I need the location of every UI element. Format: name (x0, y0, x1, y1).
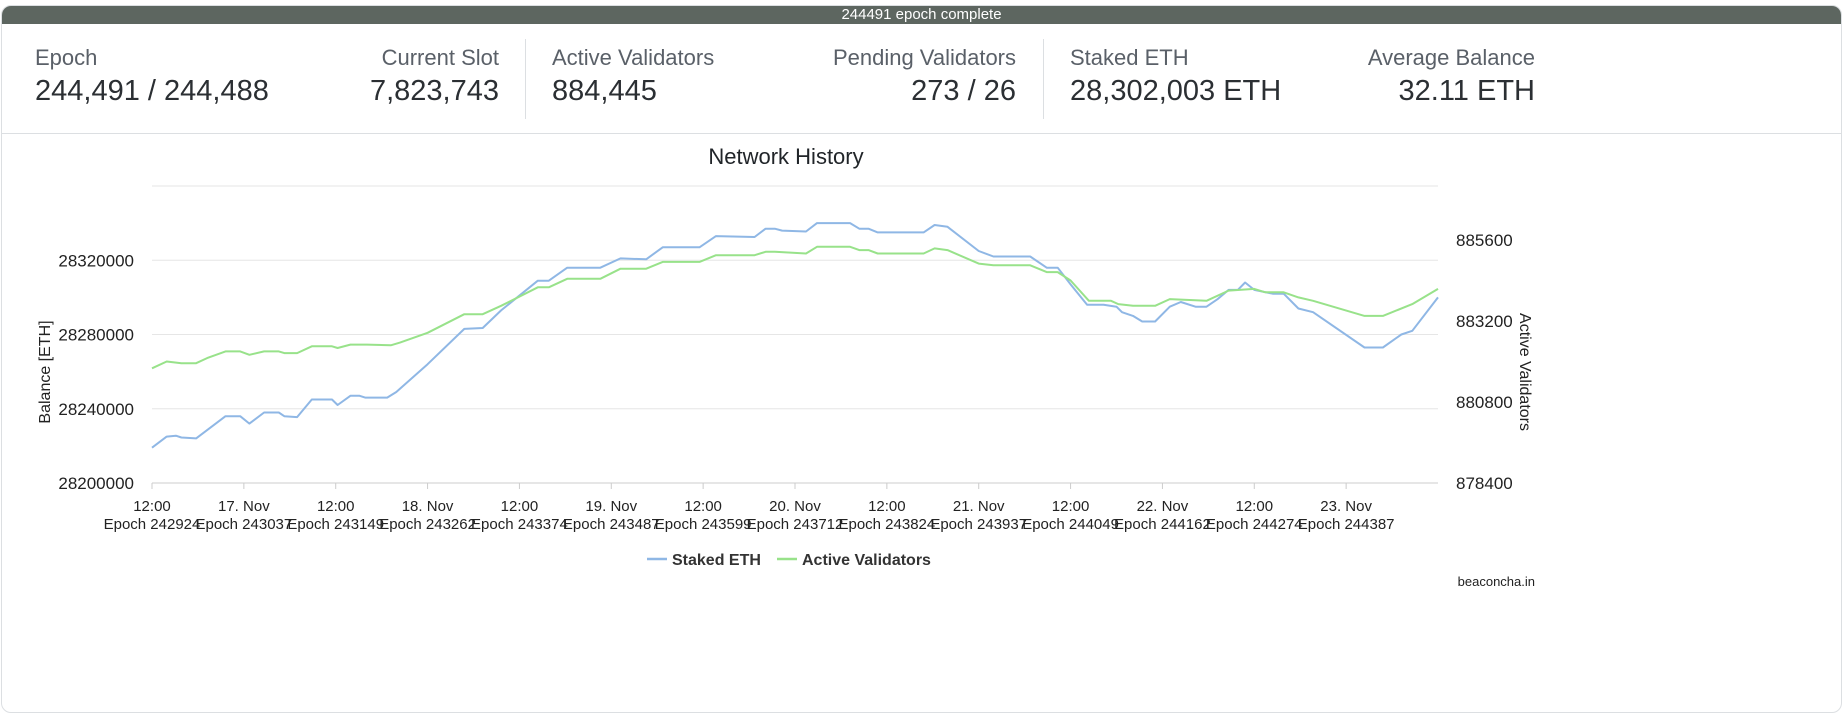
y-left-tick-label: 28200000 (58, 474, 134, 493)
left-axis: 28200000 28240000 28280000 28320000 (58, 251, 134, 493)
y-right-tick-label: 878400 (1456, 474, 1513, 493)
stat-epoch: Epoch 244,491 / 244,488 (35, 45, 269, 108)
stat-staked-eth: Staked ETH 28,302,003 ETH (1070, 45, 1281, 108)
y-right-tick-label: 885600 (1456, 231, 1513, 250)
legend-label-active-validators: Active Validators (802, 552, 931, 569)
stat-current-slot-label: Current Slot (381, 45, 499, 70)
x-tick-epoch-label: Epoch 243824 (838, 516, 935, 533)
chart-credit-link[interactable]: beaconcha.in (1458, 574, 1535, 589)
stat-divider (525, 39, 526, 119)
stat-average-balance: Average Balance 32.11 ETH (1368, 45, 1535, 108)
x-tick-label: 12:00 (133, 498, 171, 515)
stat-pending-validators-value: 273 / 26 (911, 75, 1016, 107)
stat-active-validators: Active Validators 884,445 (552, 45, 714, 108)
series-lines (151, 222, 1439, 449)
x-tick-label: 23. Nov (1320, 498, 1372, 515)
stat-active-validators-value: 884,445 (552, 75, 657, 107)
x-tick-epoch-label: Epoch 243599 (655, 516, 752, 533)
stat-divider (1043, 39, 1044, 119)
x-tick-epoch-label: Epoch 243487 (563, 516, 660, 533)
y-left-tick-label: 28240000 (58, 400, 134, 419)
x-tick-label: 21. Nov (953, 498, 1005, 515)
x-tick-epoch-label: Epoch 244387 (1298, 516, 1395, 533)
stat-pending-validators: Pending Validators 273 / 26 (833, 45, 1016, 108)
network-history-chart: Network History 28200000 28240000 28280000… (37, 144, 1535, 589)
dashboard-card: 244491 epoch complete Epoch 244,491 / 24… (1, 5, 1842, 713)
x-tick-label: 12:00 (684, 498, 722, 515)
y-left-tick-label: 28280000 (58, 326, 134, 345)
x-tick-epoch-label: Epoch 243037 (195, 516, 292, 533)
right-axis: 878400 880800 883200 885600 (1456, 231, 1513, 493)
y-left-tick-label: 28320000 (58, 251, 134, 270)
x-tick-epoch-label: Epoch 244162 (1114, 516, 1211, 533)
x-tick-epoch-label: Epoch 243149 (287, 516, 384, 533)
epoch-status-banner: 244491 epoch complete (2, 6, 1841, 24)
x-tick-label: 22. Nov (1137, 498, 1189, 515)
x-tick-epoch-label: Epoch 244049 (1022, 516, 1119, 533)
chart-title: Network History (708, 144, 863, 169)
stat-current-slot: Current Slot 7,823,743 (370, 45, 499, 108)
x-tick-label: 12:00 (1052, 498, 1090, 515)
x-tick-label: 12:00 (868, 498, 906, 515)
legend-item-active-validators[interactable]: Active Validators (777, 552, 931, 569)
stat-average-balance-value: 32.11 ETH (1398, 75, 1535, 107)
network-stats-bar: Epoch 244,491 / 244,488 Current Slot 7,8… (2, 25, 1841, 134)
stat-staked-eth-value: 28,302,003 ETH (1070, 75, 1282, 107)
x-tick-epoch-label: Epoch 243262 (379, 516, 476, 533)
stat-epoch-label: Epoch (35, 45, 98, 70)
series-line-active-validators (151, 245, 1439, 370)
series-line-staked-eth (151, 222, 1439, 449)
stat-active-validators-label: Active Validators (552, 45, 715, 70)
x-tick-label: 12:00 (317, 498, 355, 515)
stat-average-balance-label: Average Balance (1367, 45, 1535, 70)
chart-legend: Staked ETH Active Validators (647, 552, 931, 569)
stat-current-slot-value: 7,823,743 (369, 75, 499, 107)
x-tick-label: 17. Nov (218, 498, 270, 515)
x-tick-label: 19. Nov (585, 498, 637, 515)
legend-item-staked-eth[interactable]: Staked ETH (647, 552, 761, 569)
y-right-tick-label: 880800 (1456, 393, 1513, 412)
x-tick-epoch-label: Epoch 243712 (747, 516, 844, 533)
stat-epoch-value: 244,491 / 244,488 (35, 75, 269, 107)
x-tick-label: 12:00 (1236, 498, 1274, 515)
x-tick-label: 12:00 (501, 498, 539, 515)
x-tick-epoch-label: Epoch 242924 (104, 516, 201, 533)
right-axis-title: Active Validators (1516, 313, 1533, 431)
x-tick-epoch-label: Epoch 243937 (930, 516, 1027, 533)
y-right-tick-label: 883200 (1456, 312, 1513, 331)
left-axis-title: Balance [ETH] (37, 320, 54, 423)
stat-staked-eth-label: Staked ETH (1070, 45, 1189, 70)
stat-pending-validators-label: Pending Validators (832, 45, 1016, 70)
x-tick-label: 20. Nov (769, 498, 821, 515)
x-tick-epoch-label: Epoch 244274 (1206, 516, 1303, 533)
x-tick-label: 18. Nov (402, 498, 454, 515)
x-tick-epoch-label: Epoch 243374 (471, 516, 568, 533)
legend-label-staked-eth: Staked ETH (672, 552, 761, 569)
